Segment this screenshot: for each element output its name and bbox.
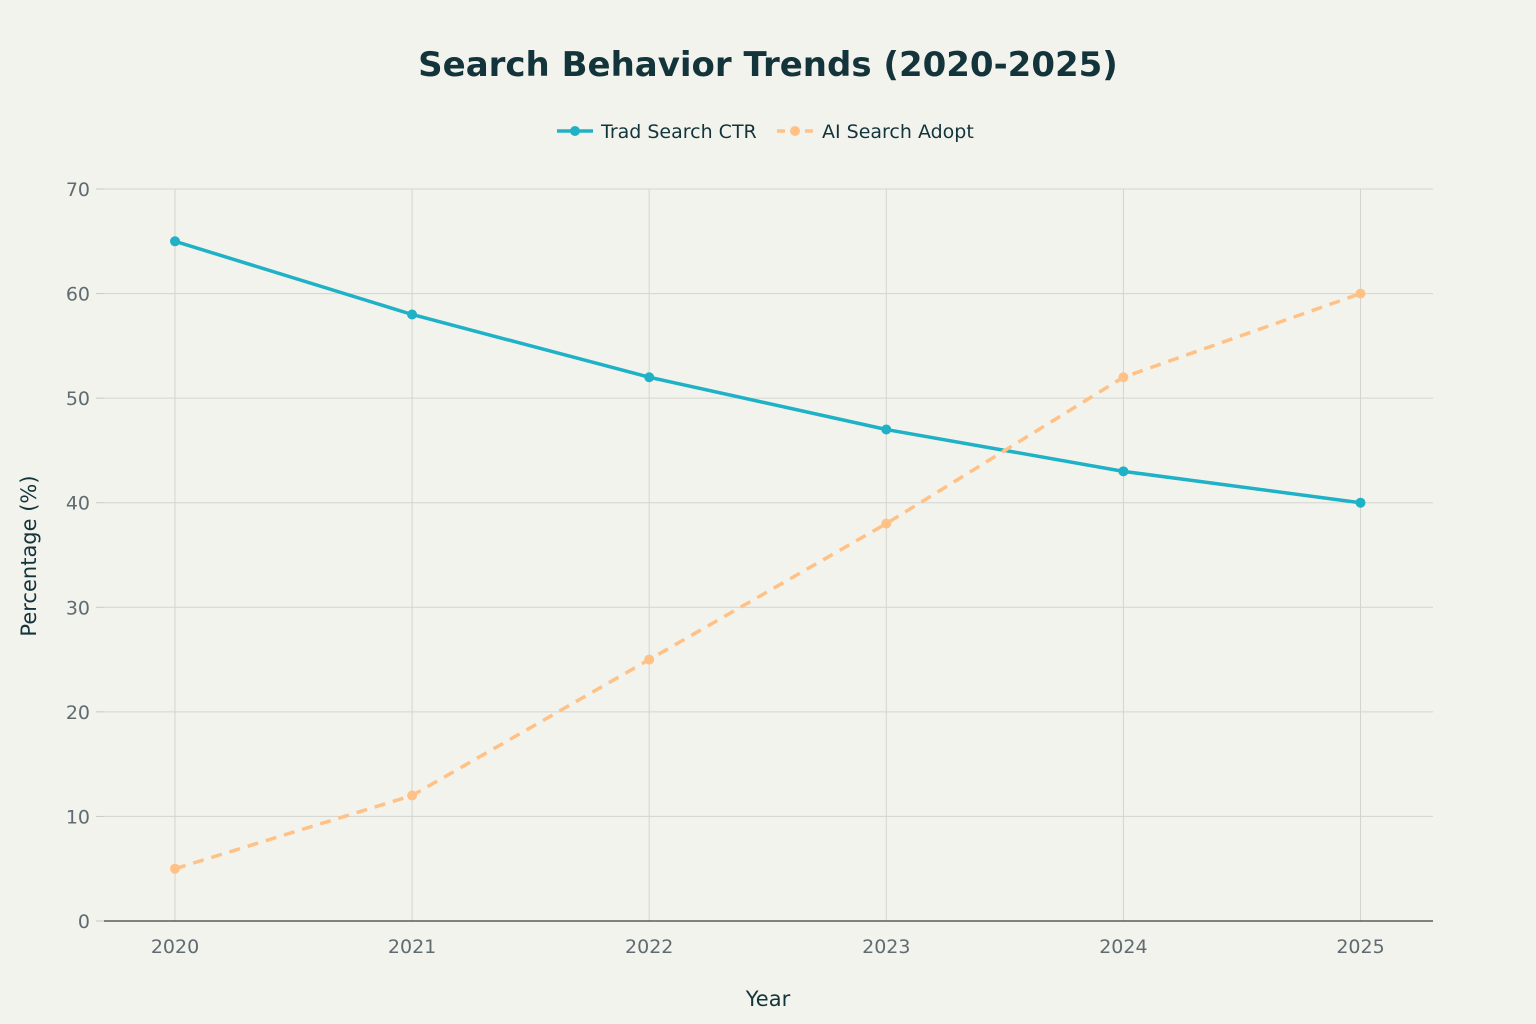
legend-item[interactable]: Trad Search CTR bbox=[557, 121, 757, 143]
data-point[interactable] bbox=[644, 372, 655, 383]
series-line bbox=[174, 291, 1362, 871]
grid bbox=[104, 188, 1433, 921]
data-point[interactable] bbox=[881, 518, 892, 529]
chart-title: Search Behavior Trends (2020-2025) bbox=[418, 45, 1118, 85]
y-axis-title: Percentage (%) bbox=[17, 475, 41, 636]
legend-swatch-marker bbox=[570, 126, 580, 136]
legend-label: Trad Search CTR bbox=[600, 121, 757, 143]
data-point[interactable] bbox=[407, 790, 418, 801]
data-point[interactable] bbox=[1355, 497, 1366, 508]
data-point[interactable] bbox=[881, 424, 892, 435]
data-point[interactable] bbox=[1355, 288, 1366, 299]
legend[interactable]: Trad Search CTR AI Search Adopt bbox=[557, 121, 974, 143]
legend-item[interactable]: AI Search Adopt bbox=[777, 121, 974, 143]
series-2 bbox=[170, 288, 1366, 874]
y-tick-label: 20 bbox=[66, 702, 90, 724]
series-line bbox=[174, 239, 1361, 505]
x-tick-label: 2020 bbox=[151, 936, 199, 958]
x-tick-label: 2022 bbox=[625, 936, 673, 958]
data-point[interactable] bbox=[644, 654, 655, 665]
y-tick-label: 0 bbox=[78, 911, 90, 933]
legend-label: AI Search Adopt bbox=[822, 121, 974, 143]
y-tick-label: 60 bbox=[66, 284, 90, 306]
data-point[interactable] bbox=[1118, 466, 1129, 477]
y-tick-label: 10 bbox=[66, 806, 90, 828]
axes: 0 10 20 30 40 50 60 70 2020 2021 2022 2023 2024 2025 bbox=[66, 179, 1433, 958]
y-tick-label: 30 bbox=[66, 597, 90, 619]
series-1 bbox=[170, 236, 1366, 508]
x-tick-label: 2023 bbox=[862, 936, 910, 958]
x-tick-label: 2021 bbox=[388, 936, 436, 958]
data-point[interactable] bbox=[170, 863, 180, 874]
x-tick-label: 2024 bbox=[1099, 936, 1147, 958]
x-axis-title: Year bbox=[745, 987, 791, 1011]
x-tick-label: 2025 bbox=[1336, 936, 1384, 958]
data-point[interactable] bbox=[1118, 372, 1129, 383]
y-tick-label: 50 bbox=[66, 388, 90, 410]
y-tick-label: 70 bbox=[66, 179, 90, 201]
legend-swatch-marker bbox=[790, 126, 800, 136]
plot-area bbox=[170, 236, 1366, 874]
data-point[interactable] bbox=[407, 309, 418, 320]
y-tick-label: 40 bbox=[66, 493, 90, 515]
data-point[interactable] bbox=[170, 236, 180, 247]
